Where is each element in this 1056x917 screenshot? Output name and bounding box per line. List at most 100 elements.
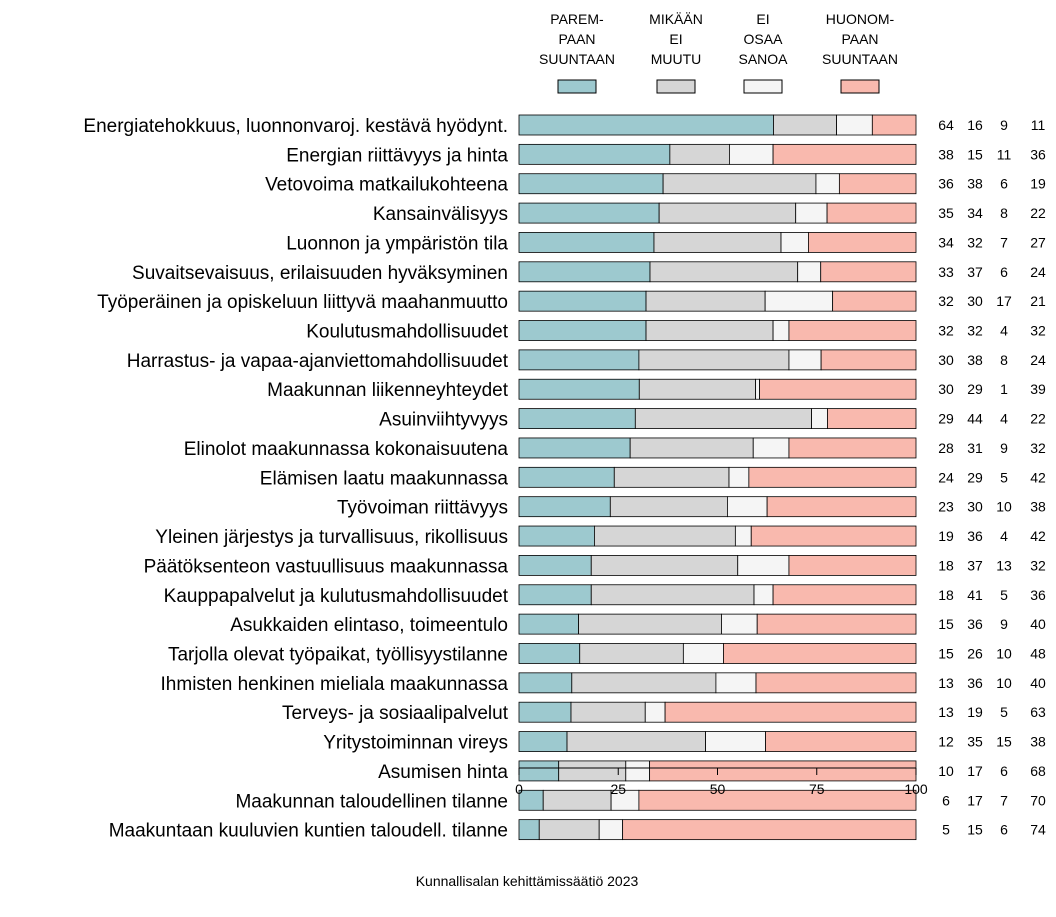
bar-segment	[518, 584, 592, 606]
legend-swatch	[840, 79, 880, 94]
bar-segment	[765, 731, 917, 752]
value-label: 6	[942, 792, 950, 808]
value-label: 31	[967, 440, 983, 456]
value-label: 5	[942, 822, 950, 838]
bar-segment	[578, 613, 722, 635]
bar-segment	[518, 202, 660, 224]
value-label: 36	[967, 675, 983, 691]
value-label: 7	[1000, 234, 1008, 250]
value-label: 17	[996, 293, 1012, 309]
value-label: 64	[938, 117, 954, 133]
legend-label: HUONOM-	[826, 11, 895, 27]
category-label: Suvaitsevaisuus, erilaisuuden hyväksymin…	[132, 263, 508, 284]
bar-segment	[518, 672, 573, 694]
bar-segment	[772, 320, 790, 341]
category-label: Asumisen hinta	[378, 762, 508, 783]
legend-swatch	[743, 79, 783, 94]
value-label: 68	[1030, 763, 1046, 779]
bar-segment	[820, 349, 917, 371]
value-label: 6	[1000, 822, 1008, 838]
bar-segment	[613, 466, 730, 488]
value-label: 33	[938, 264, 954, 280]
value-label: 10	[996, 645, 1012, 661]
value-label: 11	[997, 146, 1012, 162]
category-label: Elämisen laatu maakunnassa	[260, 468, 509, 489]
bar-segment	[518, 349, 640, 371]
bar-segment	[780, 232, 809, 253]
bar-segment	[715, 672, 757, 694]
legend-label: OSAA	[744, 31, 784, 47]
bar-segment	[748, 466, 917, 488]
bar-segment	[766, 496, 917, 518]
value-label: 15	[938, 616, 954, 632]
value-label: 37	[967, 557, 983, 573]
value-label: 32	[1030, 557, 1046, 573]
value-label: 5	[1000, 587, 1008, 603]
bar-segment	[518, 261, 651, 283]
bar-segment	[622, 819, 917, 841]
legend-label: PAREM-	[550, 11, 604, 27]
category-label: Yleinen järjestys ja turvallisuus, rikol…	[155, 527, 508, 548]
bar-segment	[788, 320, 917, 341]
value-label: 4	[1000, 411, 1008, 427]
value-label: 38	[1030, 734, 1046, 750]
bar-segment	[662, 173, 817, 195]
value-label: 5	[1000, 469, 1008, 485]
bar-segment	[838, 173, 917, 195]
value-label: 30	[938, 352, 954, 368]
value-label: 1	[1000, 381, 1008, 397]
value-label: 29	[967, 469, 983, 485]
value-label: 6	[1000, 176, 1008, 192]
category-label: Päätöksenteon vastuullisuus maakunnassa	[144, 556, 509, 577]
bar-segment	[815, 173, 840, 195]
value-label: 44	[967, 411, 983, 427]
x-axis: 0 25 50 75 100	[515, 767, 928, 797]
value-label: 9	[1000, 440, 1008, 456]
value-label: 39	[1030, 381, 1046, 397]
value-label: 13	[996, 557, 1012, 573]
legend-label: SUUNTAAN	[822, 51, 898, 67]
bar-segment	[518, 643, 581, 664]
bar-segment	[832, 290, 917, 312]
bar-segment	[518, 408, 636, 430]
value-label: 13	[938, 675, 954, 691]
value-label: 18	[938, 587, 954, 603]
x-tick-label: 100	[904, 781, 928, 797]
bar-segment	[629, 437, 754, 459]
bar-segment	[811, 408, 828, 430]
category-label: Luonnon ja ympäristön tila	[286, 233, 508, 254]
bar-segment	[734, 525, 752, 547]
legend-label: PAAN	[558, 31, 595, 47]
value-label: 32	[967, 234, 983, 250]
bar-segment	[638, 789, 917, 811]
bars	[518, 114, 917, 841]
bar-segment	[649, 261, 799, 283]
bar-segment	[773, 114, 837, 136]
value-label: 8	[1000, 205, 1008, 221]
value-label: 22	[1030, 411, 1046, 427]
bar-segment	[756, 613, 917, 635]
bar-segment	[753, 584, 774, 606]
bar-segment	[518, 496, 611, 518]
category-label: Asuinviihtyvyys	[379, 410, 508, 431]
legend-swatch	[557, 79, 597, 94]
bar-segment	[728, 466, 750, 488]
category-label: Tarjolla olevat työpaikat, työllisyystil…	[168, 644, 508, 665]
bar-segment	[566, 731, 706, 752]
value-label: 35	[967, 734, 983, 750]
value-label: 29	[938, 411, 954, 427]
value-label: 28	[938, 440, 954, 456]
value-label: 6	[1000, 264, 1008, 280]
value-label: 6	[1000, 763, 1008, 779]
bar-segment	[808, 232, 917, 253]
value-label: 15	[967, 822, 983, 838]
value-label: 42	[1030, 528, 1046, 544]
value-label: 41	[967, 587, 983, 603]
bar-segment	[638, 349, 790, 371]
value-label: 15	[967, 146, 983, 162]
category-label: Elinolot maakunnassa kokonaisuutena	[184, 439, 509, 460]
value-label: 16	[967, 117, 983, 133]
value-label: 38	[967, 176, 983, 192]
category-label: Kauppapalvelut ja kulutusmahdollisuudet	[164, 586, 509, 607]
value-label: 15	[996, 734, 1012, 750]
